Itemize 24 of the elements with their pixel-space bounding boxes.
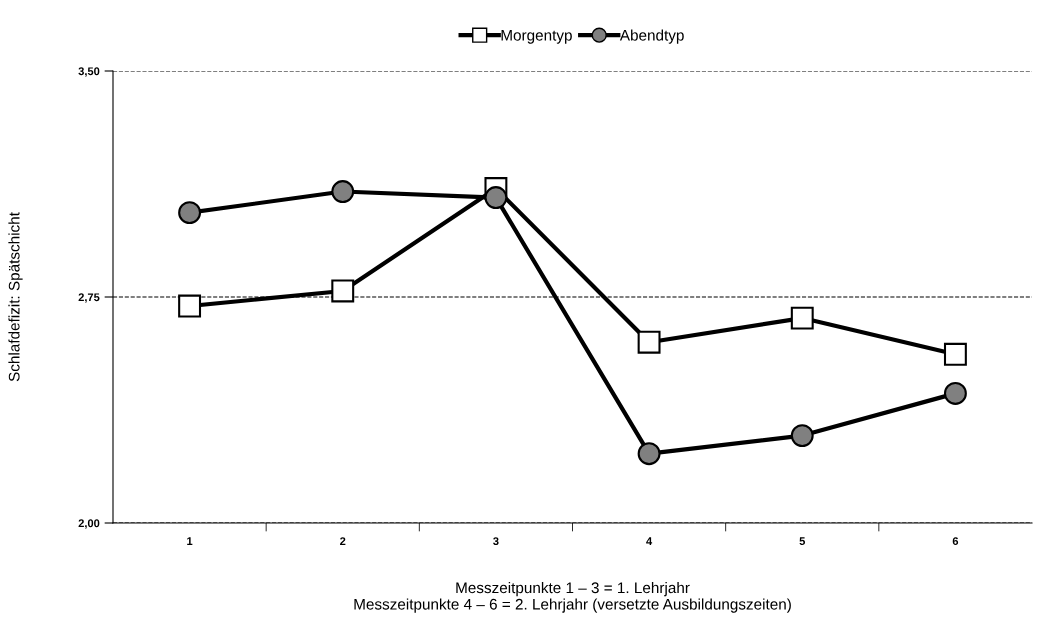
x-tick-label: 2 <box>340 537 346 545</box>
point <box>178 201 202 225</box>
point <box>484 186 508 210</box>
x-tick-label: 3 <box>493 537 499 546</box>
point <box>943 342 967 366</box>
y-axis-title: Schlafdefizit: Spätschicht <box>8 212 23 382</box>
legend-label: Morgentyp <box>501 30 572 44</box>
point <box>331 279 355 303</box>
x-axis-title: Messzeitpunkte 1 – 3 = 1. Lehrjahr Messzeitpunkte 4 – 6 = 2. Lehrjahr (versetzte Ausbildungszeiten) <box>354 581 791 613</box>
legend-label: Abendtyp <box>619 29 684 44</box>
y-tick-label: 3,50 <box>78 67 100 77</box>
point <box>790 424 814 448</box>
x-tick-label: 1 <box>187 537 193 545</box>
point <box>178 294 202 318</box>
y-tick-label: 2,00 <box>78 519 100 529</box>
point <box>943 381 967 405</box>
x-tick-label: 5 <box>799 537 806 546</box>
point <box>637 330 661 354</box>
point <box>637 442 661 466</box>
point <box>790 306 814 330</box>
point <box>331 180 355 203</box>
y-tick-label: 2,75 <box>78 293 100 303</box>
x-tick-label: 4 <box>646 537 653 545</box>
x-tick-label: 6 <box>952 537 959 546</box>
